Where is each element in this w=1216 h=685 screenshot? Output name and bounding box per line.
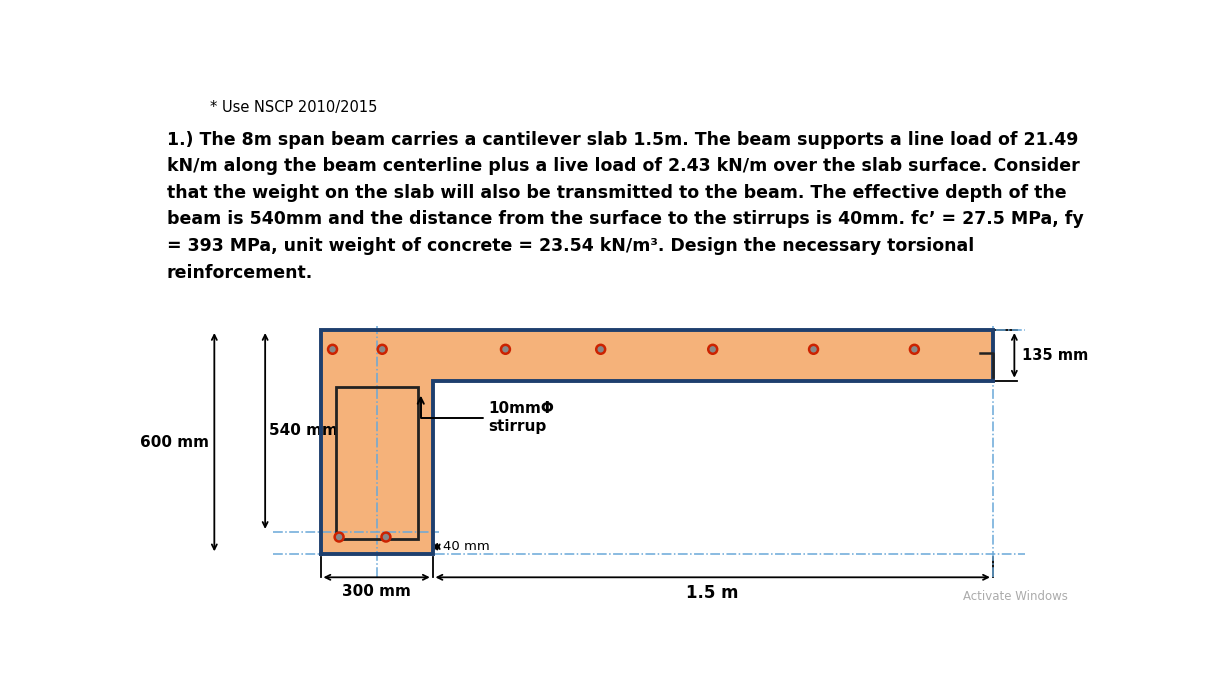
Text: 600 mm: 600 mm	[140, 435, 209, 449]
Circle shape	[501, 345, 510, 353]
Circle shape	[910, 345, 919, 353]
Circle shape	[596, 345, 606, 353]
Text: that the weight on the slab will also be transmitted to the beam. The effective : that the weight on the slab will also be…	[167, 184, 1066, 202]
Text: kN/m along the beam centerline plus a live load of 2.43 kN/m over the slab surfa: kN/m along the beam centerline plus a li…	[167, 158, 1080, 175]
Text: reinforcement.: reinforcement.	[167, 264, 313, 282]
Circle shape	[809, 345, 818, 353]
Text: 1.) The 8m span beam carries a cantilever slab 1.5m. The beam supports a line lo: 1.) The 8m span beam carries a cantileve…	[167, 131, 1077, 149]
Circle shape	[708, 345, 717, 353]
Text: 300 mm: 300 mm	[342, 584, 411, 599]
Text: = 393 MPa, unit weight of concrete = 23.54 kN/m³. Design the necessary torsional: = 393 MPa, unit weight of concrete = 23.…	[167, 237, 974, 255]
Text: * Use NSCP 2010/2015: * Use NSCP 2010/2015	[210, 100, 378, 115]
Bar	[321, 330, 433, 554]
Text: 10mmΦ
stirrup: 10mmΦ stirrup	[418, 398, 554, 434]
Text: 40 mm: 40 mm	[443, 540, 489, 553]
Circle shape	[328, 345, 337, 353]
Circle shape	[334, 532, 344, 542]
Text: 1.5 m: 1.5 m	[687, 584, 739, 602]
Bar	[433, 330, 992, 381]
Text: 540 mm: 540 mm	[269, 423, 338, 438]
Circle shape	[382, 532, 390, 542]
Text: beam is 540mm and the distance from the surface to the stirrups is 40mm. fc’ = 2: beam is 540mm and the distance from the …	[167, 210, 1083, 228]
Text: Activate Windows: Activate Windows	[963, 590, 1068, 603]
Circle shape	[378, 345, 387, 353]
Text: 135 mm: 135 mm	[1023, 348, 1088, 363]
